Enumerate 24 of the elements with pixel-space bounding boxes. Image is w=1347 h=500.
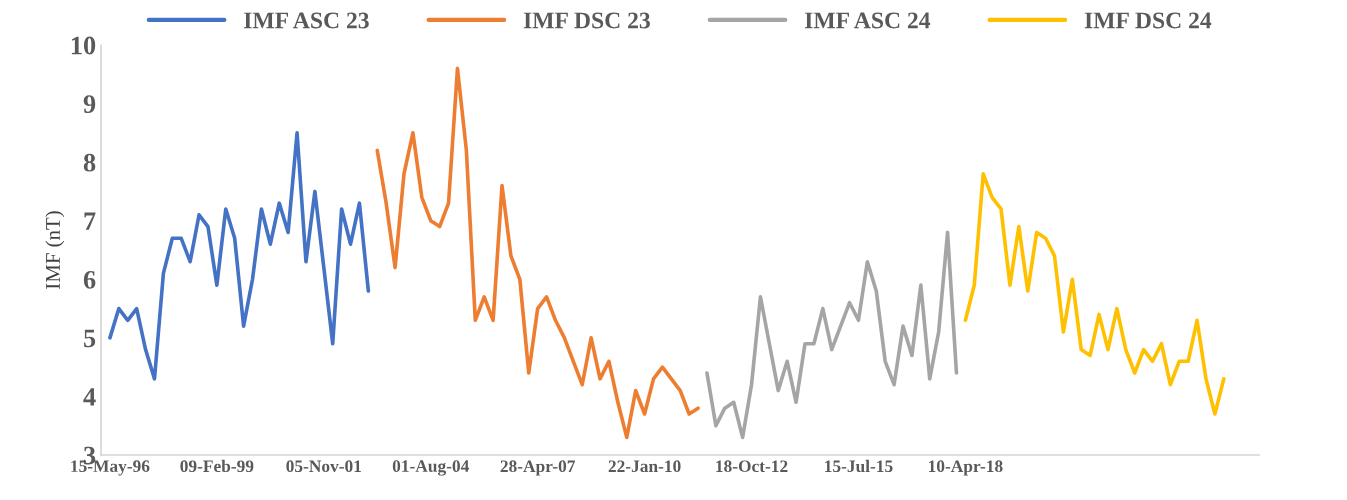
legend-label: IMF ASC 23 — [244, 12, 369, 29]
y-tick-label: 5 — [84, 329, 96, 348]
legend-label: IMF ASC 24 — [804, 12, 931, 29]
line-series — [375, 66, 700, 440]
y-tick-label: 9 — [83, 95, 96, 113]
line-series — [108, 131, 371, 381]
x-tick-label: 18-Oct-12 — [716, 460, 788, 473]
x-tick-label: 22-Jan-10 — [608, 460, 681, 473]
y-tick-label: 4 — [83, 388, 96, 406]
x-tick-label: 01-Aug-04 — [392, 460, 469, 476]
x-tick-label: 09-Feb-99 — [180, 459, 254, 473]
y-tick-label: 8 — [83, 153, 96, 172]
y-tick-label: 6 — [83, 270, 96, 289]
x-tick-label: 05-Nov-01 — [286, 460, 361, 473]
line-series — [963, 172, 1226, 416]
y-tick-label: 10 — [71, 36, 96, 55]
line-series — [705, 230, 959, 440]
legend-label: IMF DSC 23 — [523, 12, 650, 29]
x-tick-label: 28-Apr-07 — [500, 460, 575, 476]
x-tick-label: 15-Jul-15 — [825, 459, 893, 473]
legend-label: IMF DSC 24 — [1084, 12, 1212, 29]
y-tick-label: 7 — [84, 212, 96, 230]
x-tick-label: 10-Apr-18 — [929, 460, 1003, 476]
y-axis-title: IMF (nT) — [45, 211, 65, 289]
